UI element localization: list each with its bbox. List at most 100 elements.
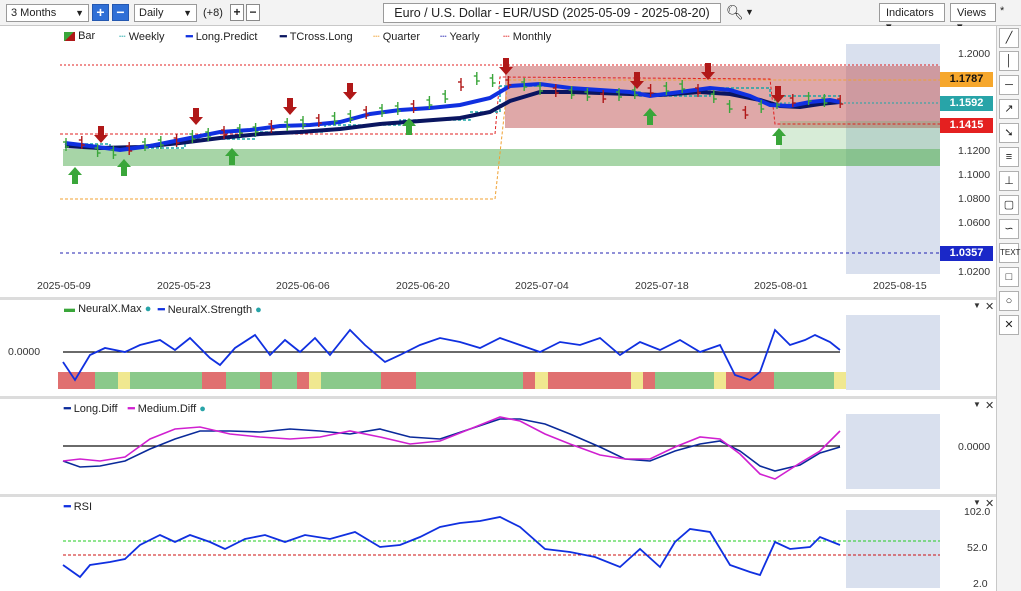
horizontal-line-icon[interactable]: ─ [999,75,1019,95]
remove-overlay-button[interactable]: − [246,4,260,21]
collapse-icon[interactable]: ▼ [973,498,981,507]
signal-arrows [68,58,786,184]
legend-medium-diff: ━ Medium.Diff ● [128,402,206,415]
rsi-panel[interactable]: ━ RSI 102.0 52.0 2.0 ▼ ✕ [0,497,996,591]
toolbar: 3 Months ▼ + − Daily ▼ (+8) + − Euro / U.S… [0,0,1021,33]
ellipse-icon[interactable]: ○ [999,291,1019,311]
period-select[interactable]: 3 Months ▼ [6,4,89,22]
sell-arrow-icon [499,58,513,75]
settings-dot-icon[interactable]: ● [255,304,262,316]
monthly-swatch-icon: ┄ [503,31,513,43]
curve-icon[interactable]: ∽ [999,219,1019,239]
fib-icon[interactable]: ≡ [999,147,1019,167]
panel-divider[interactable] [0,396,996,399]
neural-segment [631,372,643,389]
neural-segment [297,372,309,389]
resistance-zone [505,66,940,128]
weekly-swatch-icon: ┄ [119,31,129,43]
price-panel[interactable]: Bar ┄ Weekly ━ Long.Predict ━ TCross.Lon… [0,26,996,298]
quarter-swatch-icon: ┄ [373,31,383,43]
delete-icon[interactable]: ✕ [999,315,1019,335]
date-tick: 2025-05-09 [37,280,91,292]
diff-axis-label: 0.0000 [958,441,991,453]
star-icon[interactable]: * [1000,5,1005,17]
add-overlay-button[interactable]: + [230,4,244,21]
neural-strip [58,372,846,389]
callout-icon[interactable]: ▢ [999,195,1019,215]
settings-dot-icon[interactable]: ● [199,403,206,415]
diff-panel[interactable]: ━ Long.Diff ━ Medium.Diff ● 0.0000 ▼ ✕ [0,399,996,494]
chevron-down-icon[interactable]: ▼ [745,7,754,17]
legend-monthly: ┄ Monthly [503,30,551,43]
neural-panel[interactable]: ▬ NeuralX.Max ● ━ NeuralX.Strength ● 0.0… [0,300,996,396]
date-tick: 2025-07-04 [515,280,569,292]
zoom-out-button[interactable]: − [112,4,129,21]
settings-dot-icon[interactable]: ● [144,303,152,315]
date-tick: 2025-07-18 [635,280,689,292]
date-tick: 2025-06-20 [396,280,450,292]
indicators-button[interactable]: Indicators ▾ [879,3,945,33]
neural-segment [535,372,548,389]
neural-segment [714,372,726,389]
zoom-in-button[interactable]: + [92,4,109,21]
interval-value: Daily [139,7,164,19]
rsi-tick: 102.0 [964,506,991,518]
yearly-swatch-icon: ┄ [440,31,450,43]
rectangle-icon[interactable]: □ [999,267,1019,287]
channel-icon[interactable]: ⊥ [999,171,1019,191]
close-icon[interactable]: ✕ [985,400,995,412]
chart-title-box[interactable]: Euro / U.S. Dollar - EUR/USD (2025-05-09… [383,3,721,23]
neural-segment [58,372,95,389]
medium-diff-swatch-icon: ━ [128,403,138,415]
neural-segment [643,372,655,389]
long-predict-swatch-icon: ━ [186,31,196,43]
neural-segment [95,372,118,389]
text-icon[interactable]: TEXT [999,243,1020,263]
neural-segment [774,372,834,389]
date-tick: 2025-05-23 [157,280,211,292]
neural-segment [309,372,321,389]
rsi-tick: 52.0 [967,542,988,554]
rsi-line [62,516,841,579]
price-chart [60,44,940,274]
neural-segment [202,372,226,389]
neural-strength-line [62,328,841,382]
legend-rsi: ━ RSI [64,500,92,513]
legend-monthly-label: Monthly [512,31,552,43]
legend-tcross-long: ━ TCross.Long [280,30,353,43]
panel-divider[interactable] [0,297,996,300]
close-icon[interactable]: ✕ [985,498,995,510]
sell-arrow-icon [343,83,357,100]
legend-weekly: ┄ Weekly [119,30,165,43]
price-tick: 1.0200 [958,266,991,278]
price-badge: 1.1592 [940,96,993,111]
buy-arrow-icon [117,159,131,176]
legend-tcross-label: TCross.Long [289,31,353,43]
legend-yearly-label: Yearly [449,31,480,43]
arrow-icon[interactable]: ➘ [999,123,1019,143]
price-tick: 1.1000 [958,169,991,181]
future-zone [846,510,940,588]
legend-neural-strength: ━ NeuralX.Strength ● [158,303,262,316]
trend-icon[interactable]: ↗ [999,99,1019,119]
neural-segment [118,372,130,389]
collapse-icon[interactable]: ▼ [973,400,981,409]
sell-arrow-icon [630,72,644,89]
views-button[interactable]: Views ▾ [950,3,996,33]
close-icon[interactable]: ✕ [985,301,995,313]
yearly-badge: 1.0357 [940,246,993,261]
medium-diff-label: Medium.Diff [137,403,197,415]
search-icon[interactable]: 🔍︎ [726,4,744,20]
neural-segment [226,372,260,389]
pencil-icon[interactable]: ╱ [999,28,1019,48]
drawing-toolbar: ╱ │ ─ ↗ ➘ ≡ ⊥ ▢ ∽ TEXT □ ○ ✕ [996,26,1021,591]
panel-divider[interactable] [0,494,996,497]
vertical-line-icon[interactable]: │ [999,51,1019,71]
diff-chart [62,414,940,489]
collapse-icon[interactable]: ▼ [973,301,981,310]
views-label: Views [957,7,987,19]
future-zone [846,315,940,390]
neural-max-label: NeuralX.Max [78,303,142,315]
neural-segment [381,372,416,389]
interval-select[interactable]: Daily ▼ [134,4,197,22]
